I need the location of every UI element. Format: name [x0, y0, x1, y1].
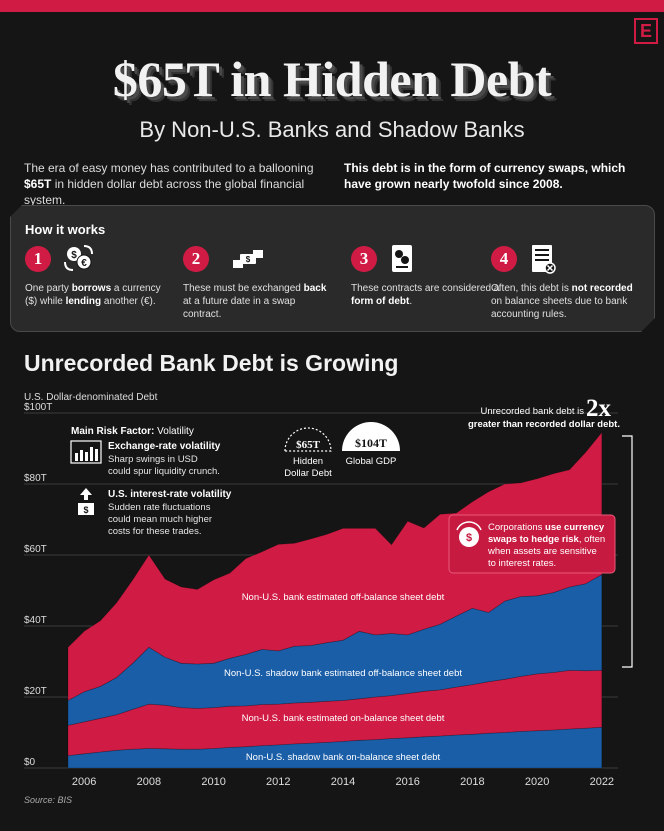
- area-series-4: [67, 431, 603, 702]
- page-subtitle: By Non-U.S. Banks and Shadow Banks: [139, 117, 525, 142]
- x-tick-label: 2022: [590, 776, 614, 788]
- y-tick-label: $0: [24, 757, 36, 768]
- global-gdp-badge: $104T Global GDP: [342, 422, 400, 467]
- svg-text:Exchange-rate volatility: Exchange-rate volatility: [108, 441, 221, 452]
- risk-annotation: Main Risk Factor: Volatility Exchange-ra…: [70, 426, 232, 537]
- balance-sheet-icon: [527, 244, 561, 274]
- brand-logo[interactable]: E: [634, 18, 658, 44]
- step-number: 2: [183, 246, 209, 272]
- step-number: 1: [25, 246, 51, 272]
- step-1-text: One party borrows a currency ($) while l…: [25, 283, 161, 307]
- contract-document-icon: [387, 244, 421, 274]
- step-3-text: These contracts are considered a form of…: [351, 283, 500, 307]
- how-it-works-panel: How it works 1 $ € One party borrows a c…: [10, 205, 655, 332]
- svg-text:2x: 2x: [586, 395, 612, 422]
- series-label: Non-U.S. bank estimated off-balance shee…: [242, 592, 445, 603]
- y-axis-label: U.S. Dollar-denominated Debt: [24, 392, 158, 403]
- svg-text:Main Risk Factor: Volatility: Main Risk Factor: Volatility: [71, 426, 194, 437]
- series-labels: Non-U.S. shadow bank on-balance sheet de…: [224, 592, 462, 763]
- y-tick-label: $40T: [24, 615, 47, 626]
- svg-text:€: €: [81, 258, 87, 269]
- y-tick-label: $80T: [24, 473, 47, 484]
- step-2: 2 $ These must be exchanged back at a fu…: [183, 246, 333, 321]
- svg-text:U.S. interest-rate volatility: U.S. interest-rate volatility: [108, 489, 232, 500]
- hedge-callout: $ Corporations use currency swaps to hed…: [448, 514, 616, 574]
- currency-exchange-icon: $ €: [61, 244, 95, 274]
- y-tick-label: $100T: [24, 402, 52, 413]
- svg-text:$65T: $65T: [296, 439, 321, 451]
- top-accent-bar: [0, 0, 664, 12]
- step-number: 3: [351, 246, 377, 272]
- svg-text:Sudden rate fluctuations: Sudden rate fluctuations: [108, 502, 211, 513]
- svg-text:Dollar Debt: Dollar Debt: [284, 468, 332, 479]
- twofold-annotation: Unrecorded bank debt is 2x greater than …: [468, 395, 633, 668]
- x-tick-label: 2014: [331, 776, 355, 788]
- x-tick-label: 2020: [525, 776, 549, 788]
- y-tick-label: $60T: [24, 544, 47, 555]
- x-tick-label: 2006: [72, 776, 96, 788]
- svg-text:Global GDP: Global GDP: [346, 456, 397, 467]
- step-3: 3 These contracts are considered a form …: [351, 246, 501, 308]
- svg-text:could mean much higher: could mean much higher: [108, 514, 212, 525]
- step-2-text: These must be exchanged back at a future…: [183, 283, 327, 320]
- how-it-works-title: How it works: [25, 222, 106, 237]
- svg-text:Sharp swings in USD: Sharp swings in USD: [108, 454, 198, 465]
- chart-areas: [67, 431, 603, 769]
- svg-text:Unrecorded bank debt is: Unrecorded bank debt is: [480, 406, 584, 417]
- svg-text:$: $: [466, 532, 472, 544]
- x-tick-label: 2012: [266, 776, 290, 788]
- x-tick-label: 2016: [395, 776, 419, 788]
- intro-right-text: This debt is in the form of currency swa…: [344, 161, 626, 191]
- y-tick-label: $20T: [24, 686, 47, 697]
- x-tick-label: 2010: [201, 776, 225, 788]
- dollar-up-arrow-icon: $: [78, 488, 94, 515]
- page-title: $65T in Hidden Debt: [112, 51, 552, 107]
- step-number: 4: [491, 246, 517, 272]
- step-1: 1 $ € One party borrows a currency ($) w…: [25, 246, 175, 308]
- handshake-exchange-icon: $: [219, 244, 277, 274]
- series-label: Non-U.S. shadow bank estimated off-balan…: [224, 668, 462, 679]
- svg-text:Hidden: Hidden: [293, 456, 323, 467]
- line-chart-icon: [70, 440, 102, 464]
- svg-text:$104T: $104T: [355, 436, 387, 450]
- svg-text:$: $: [246, 255, 251, 264]
- x-tick-label: 2008: [137, 776, 161, 788]
- svg-text:greater than recorded dollar d: greater than recorded dollar debt.: [468, 419, 620, 430]
- svg-text:$: $: [71, 250, 77, 261]
- step-4-text: Often, this debt is not recorded on bala…: [491, 283, 633, 320]
- x-axis-ticks: 2006 2008 2010 2012 2014 2016 2018 2020 2022: [72, 776, 614, 788]
- intro-left-text: The era of easy money has contributed to…: [24, 161, 314, 207]
- svg-text:to interest rates.: to interest rates.: [488, 558, 556, 569]
- source-note: Source: BIS: [24, 795, 73, 805]
- hidden-debt-badge: $65T Hidden Dollar Debt: [284, 427, 332, 479]
- svg-text:swaps to hedge risk, often: swaps to hedge risk, often: [488, 534, 605, 545]
- series-label: Non-U.S. bank estimated on-balance sheet…: [242, 713, 445, 724]
- svg-text:could spur liquidity crunch.: could spur liquidity crunch.: [108, 466, 220, 477]
- x-tick-label: 2018: [460, 776, 484, 788]
- svg-text:costs for these trades.: costs for these trades.: [108, 526, 201, 537]
- area-series-2: [67, 669, 603, 757]
- svg-text:when assets are sensitive: when assets are sensitive: [487, 546, 597, 557]
- series-label: Non-U.S. shadow bank on-balance sheet de…: [246, 752, 441, 763]
- svg-text:Corporations use currency: Corporations use currency: [488, 522, 605, 533]
- hedge-shield-icon: $: [456, 521, 482, 547]
- y-axis-ticks: $0 $20T $40T $60T $80T $100T: [24, 402, 52, 768]
- step-4: 4 Often, this debt is not recorded on ba…: [491, 246, 641, 321]
- svg-text:$: $: [83, 505, 88, 515]
- chart-section-title: Unrecorded Bank Debt is Growing: [24, 350, 399, 376]
